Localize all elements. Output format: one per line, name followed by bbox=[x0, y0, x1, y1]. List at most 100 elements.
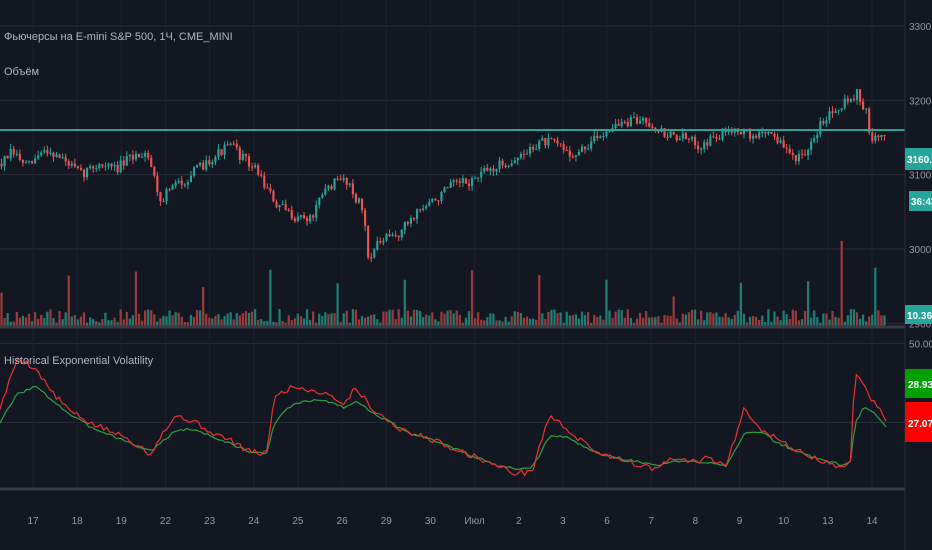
volume-bar bbox=[61, 319, 64, 326]
time-axis[interactable]: 17 18 19 22 23 24 25 26 29 30 Июл 2 3 6 7 8 9 10 13 14 bbox=[27, 516, 878, 527]
volume-bar bbox=[733, 314, 736, 326]
time-tick-label: 25 bbox=[292, 516, 304, 527]
candle-body bbox=[565, 150, 568, 152]
time-tick-label: 13 bbox=[822, 516, 834, 527]
volume-bar bbox=[831, 311, 834, 326]
candle-body bbox=[852, 98, 855, 100]
volume-bar bbox=[67, 275, 70, 326]
volume-bar bbox=[287, 315, 290, 326]
candle-body bbox=[379, 241, 382, 243]
volume-bar bbox=[513, 311, 516, 326]
volume-bar bbox=[171, 315, 174, 326]
volume-bar bbox=[232, 319, 235, 326]
candle-body bbox=[461, 178, 464, 184]
volume-bar bbox=[131, 315, 135, 326]
candle-body bbox=[254, 165, 257, 168]
indicator-title[interactable]: Historical Exponential Volatility bbox=[4, 355, 154, 367]
candle-body bbox=[846, 98, 849, 102]
volume-bar bbox=[880, 315, 883, 326]
candle-body bbox=[336, 178, 339, 180]
volume-bar bbox=[18, 317, 21, 326]
volume-bar bbox=[663, 315, 666, 326]
candle-body bbox=[211, 162, 214, 165]
volume-bar bbox=[654, 317, 657, 326]
candle-body bbox=[86, 168, 89, 178]
candle-body bbox=[364, 210, 367, 227]
candle-body bbox=[281, 204, 284, 206]
volume-bar bbox=[480, 319, 483, 326]
volume-bar bbox=[657, 315, 660, 326]
candle-body bbox=[623, 121, 626, 123]
candle-body bbox=[400, 229, 403, 238]
candle-body bbox=[217, 149, 220, 158]
volume-bar bbox=[611, 317, 614, 326]
volume-bar bbox=[577, 318, 581, 326]
candle-body bbox=[529, 147, 532, 154]
candle-body bbox=[76, 166, 79, 169]
volume-bar bbox=[263, 321, 266, 326]
candle-body bbox=[153, 166, 156, 176]
volume-bar bbox=[46, 311, 49, 326]
volume-bar bbox=[367, 316, 370, 326]
volume-bar bbox=[241, 313, 245, 326]
volume-bar bbox=[816, 317, 819, 326]
volume-bar bbox=[617, 309, 620, 326]
candle-body bbox=[862, 101, 865, 110]
price-axis[interactable]: 2900.00 3000.00 3100.00 3200.00 3300.00 bbox=[909, 22, 932, 330]
candle-body bbox=[82, 169, 86, 178]
volume-bar bbox=[336, 283, 339, 326]
candle-body bbox=[504, 165, 507, 167]
candle-body bbox=[877, 135, 880, 138]
candle-body bbox=[272, 191, 275, 202]
volume-bar bbox=[696, 319, 700, 326]
volume-bar bbox=[883, 315, 886, 326]
volume-tag-bg bbox=[905, 305, 932, 324]
volume-bar bbox=[198, 310, 202, 326]
volume-bar bbox=[376, 319, 379, 326]
candle-body bbox=[299, 215, 303, 217]
candle-body bbox=[803, 154, 807, 156]
volume-bar bbox=[837, 317, 840, 326]
volume-bar bbox=[528, 318, 532, 326]
vol-fast-value: 28.93 bbox=[908, 380, 932, 391]
candle-body bbox=[419, 209, 422, 211]
gridlines bbox=[0, 0, 905, 489]
time-tick-label: 7 bbox=[648, 516, 654, 527]
vol-slow-tag-bg bbox=[905, 402, 932, 442]
candle-body bbox=[275, 201, 278, 208]
volume-bar bbox=[440, 311, 443, 326]
volume-bar bbox=[58, 310, 61, 326]
candle-body bbox=[79, 168, 83, 170]
volume-bar bbox=[278, 309, 281, 326]
volume-bar bbox=[739, 282, 743, 326]
candle-body bbox=[214, 157, 217, 163]
candle-body bbox=[128, 155, 131, 157]
volume-bar bbox=[822, 313, 825, 326]
candle-body bbox=[712, 136, 715, 138]
volume-title[interactable]: Объём bbox=[4, 66, 39, 78]
volume-bar bbox=[669, 315, 672, 326]
candle-body bbox=[718, 138, 721, 140]
candle-body bbox=[345, 177, 348, 185]
symbol-title[interactable]: Фьючерсы на E-mini S&P 500, 1Ч, CME_MINI bbox=[4, 31, 233, 43]
candle-body bbox=[159, 192, 162, 202]
candle-body bbox=[776, 136, 779, 143]
candle-body bbox=[788, 148, 791, 153]
volatility-axis[interactable]: 50.00 bbox=[909, 339, 932, 350]
candle-body bbox=[266, 187, 269, 189]
volume-bar bbox=[868, 316, 871, 326]
volume-bar bbox=[806, 281, 810, 326]
volume-bar bbox=[165, 316, 168, 326]
candle-body bbox=[593, 135, 596, 142]
candle-body bbox=[73, 163, 76, 167]
volume-bar bbox=[764, 321, 767, 326]
volume-bar bbox=[788, 319, 791, 326]
candle-body bbox=[147, 153, 150, 158]
candle-body bbox=[577, 151, 581, 156]
volume-bar bbox=[250, 311, 254, 326]
candle-body bbox=[706, 142, 709, 146]
candle-body bbox=[137, 153, 141, 158]
candle-body bbox=[831, 111, 834, 113]
candle-body bbox=[330, 185, 333, 190]
